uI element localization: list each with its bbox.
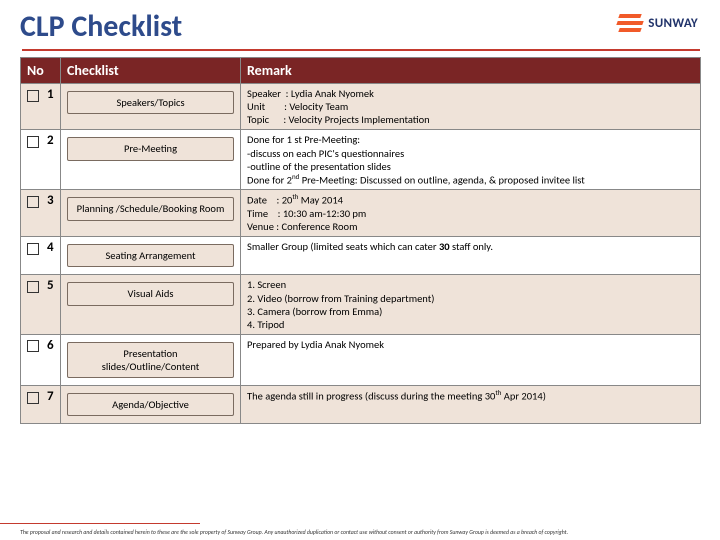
table-row: 6 Presentation slides/Outline/ContentPrep… <box>21 334 701 385</box>
row-number: 7 <box>43 389 54 404</box>
cell-checklist: Planning /Schedule/Booking Room <box>61 190 241 237</box>
page-title: CLP Checklist <box>0 0 720 49</box>
cell-checklist: Presentation slides/Outline/Content <box>61 334 241 385</box>
checklist-table: No Checklist Remark 1 Speakers/Topics Spea… <box>20 57 701 424</box>
table-header-row: No Checklist Remark <box>21 58 701 84</box>
table-row: 7 Agenda/Objective The agenda still in pro… <box>21 386 701 424</box>
table-row: 4 Seating Arrangement Smaller Group (limit… <box>21 237 701 275</box>
cell-no: 4 <box>21 237 61 275</box>
table-row: 3 Planning /Schedule/Booking Room Date : 2… <box>21 190 701 237</box>
row-number: 6 <box>43 338 54 353</box>
col-no: No <box>21 58 61 84</box>
table-row: 1 Speakers/Topics Speaker : Lydia Anak Nyo… <box>21 84 701 130</box>
cell-no: 7 <box>21 386 61 424</box>
row-number: 1 <box>43 87 54 102</box>
cell-no: 2 <box>21 130 61 190</box>
table-row: 5 Visual Aids 1. Screen2. Video (borrow fr… <box>21 275 701 335</box>
checkbox-icon[interactable] <box>27 136 39 148</box>
cell-no: 3 <box>21 190 61 237</box>
cell-remark: Done for 1 st Pre-Meeting:-discuss on ea… <box>241 130 701 190</box>
checkbox-icon[interactable] <box>27 392 39 404</box>
cell-remark: Smaller Group (limited seats which can c… <box>241 237 701 275</box>
brand-name: SUNWAY <box>648 16 698 31</box>
col-checklist: Checklist <box>61 58 241 84</box>
cell-checklist: Speakers/Topics <box>61 84 241 130</box>
checkbox-icon[interactable] <box>27 340 39 352</box>
cell-checklist: Pre-Meeting <box>61 130 241 190</box>
checklist-chip: Visual Aids <box>67 282 234 305</box>
sunway-icon <box>617 12 645 34</box>
checklist-chip: Presentation slides/Outline/Content <box>67 342 234 378</box>
cell-remark: The agenda still in progress (discuss du… <box>241 386 701 424</box>
checklist-chip: Planning /Schedule/Booking Room <box>67 197 234 220</box>
row-number: 5 <box>43 278 54 293</box>
brand-logo: SUNWAY <box>617 12 698 34</box>
checkbox-icon[interactable] <box>27 281 39 293</box>
checkbox-icon[interactable] <box>27 90 39 102</box>
cell-no: 6 <box>21 334 61 385</box>
footer-disclaimer: The proposal and research and details co… <box>20 530 700 536</box>
checkbox-icon[interactable] <box>27 243 39 255</box>
checklist-chip: Agenda/Objective <box>67 393 234 416</box>
cell-remark: Date : 20th May 2014Time : 10:30 am-12:3… <box>241 190 701 237</box>
cell-checklist: Visual Aids <box>61 275 241 335</box>
row-number: 4 <box>43 240 54 255</box>
checkbox-icon[interactable] <box>27 196 39 208</box>
checklist-chip: Seating Arrangement <box>67 244 234 267</box>
checklist-chip: Pre-Meeting <box>67 137 234 160</box>
checklist-chip: Speakers/Topics <box>67 91 234 114</box>
cell-checklist: Seating Arrangement <box>61 237 241 275</box>
table-row: 2 Pre-Meeting Done for 1 st Pre-Meeting:-d… <box>21 130 701 190</box>
cell-remark: Prepared by Lydia Anak Nyomek <box>241 334 701 385</box>
footer-accent <box>0 523 200 524</box>
accent-line <box>22 49 700 51</box>
cell-checklist: Agenda/Objective <box>61 386 241 424</box>
cell-no: 1 <box>21 84 61 130</box>
cell-remark: Speaker : Lydia Anak NyomekUnit : Veloci… <box>241 84 701 130</box>
cell-no: 5 <box>21 275 61 335</box>
row-number: 2 <box>43 133 54 148</box>
cell-remark: 1. Screen2. Video (borrow from Training … <box>241 275 701 335</box>
col-remark: Remark <box>241 58 701 84</box>
row-number: 3 <box>43 193 54 208</box>
